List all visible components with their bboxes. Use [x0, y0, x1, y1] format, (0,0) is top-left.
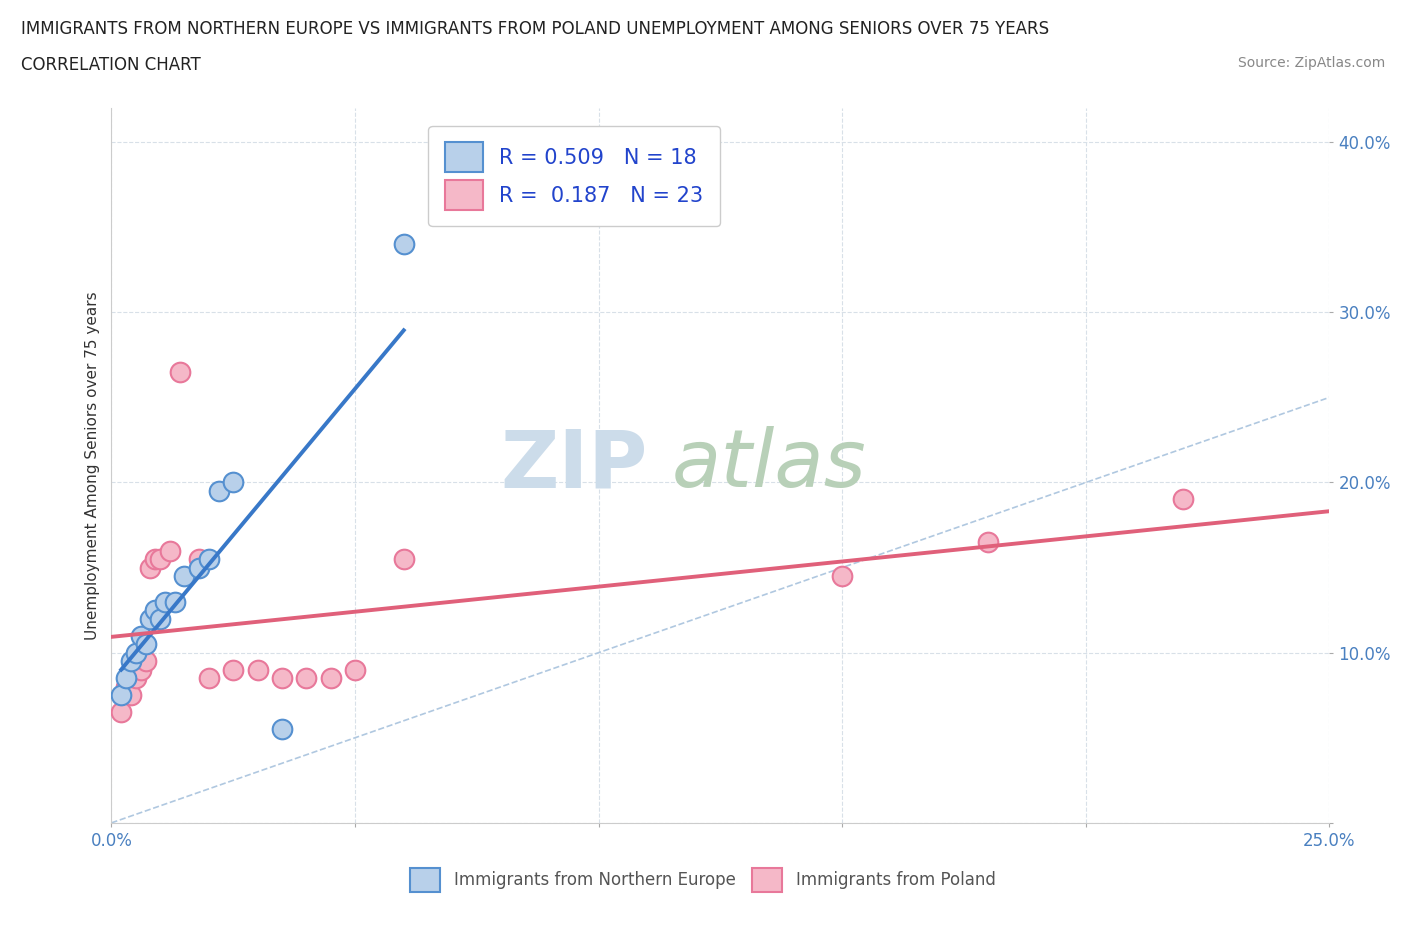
Text: CORRELATION CHART: CORRELATION CHART	[21, 56, 201, 73]
Point	[198, 551, 221, 566]
Point	[125, 671, 148, 685]
Point	[125, 645, 148, 660]
Point	[831, 568, 853, 583]
Point	[134, 637, 156, 652]
Point	[149, 551, 172, 566]
Point	[207, 484, 229, 498]
Point	[110, 688, 132, 703]
Point	[143, 551, 166, 566]
Point	[120, 688, 142, 703]
Point	[198, 671, 221, 685]
Point	[319, 671, 342, 685]
Point	[120, 654, 142, 669]
Point	[149, 611, 172, 626]
Point	[129, 628, 152, 643]
Point	[392, 237, 415, 252]
Point	[159, 543, 181, 558]
Point	[134, 654, 156, 669]
Point	[139, 560, 162, 575]
Point	[163, 594, 186, 609]
Point	[222, 662, 245, 677]
Point	[139, 611, 162, 626]
Point	[977, 535, 1000, 550]
Point	[1173, 492, 1195, 507]
Point	[115, 671, 138, 685]
Point	[188, 551, 211, 566]
Point	[153, 594, 176, 609]
Point	[392, 551, 415, 566]
Point	[246, 662, 269, 677]
Point	[173, 568, 195, 583]
Legend: R = 0.509   N = 18, R =  0.187   N = 23: R = 0.509 N = 18, R = 0.187 N = 23	[429, 126, 720, 226]
Point	[222, 475, 245, 490]
Text: IMMIGRANTS FROM NORTHERN EUROPE VS IMMIGRANTS FROM POLAND UNEMPLOYMENT AMONG SEN: IMMIGRANTS FROM NORTHERN EUROPE VS IMMIG…	[21, 20, 1049, 38]
Point	[271, 722, 294, 737]
Point	[129, 662, 152, 677]
Point	[295, 671, 318, 685]
Point	[188, 560, 211, 575]
Point	[169, 365, 191, 379]
Text: ZIP: ZIP	[501, 427, 647, 504]
Text: Source: ZipAtlas.com: Source: ZipAtlas.com	[1237, 56, 1385, 70]
Point	[344, 662, 367, 677]
Legend: Immigrants from Northern Europe, Immigrants from Poland: Immigrants from Northern Europe, Immigra…	[404, 861, 1002, 898]
Text: atlas: atlas	[672, 427, 866, 504]
Y-axis label: Unemployment Among Seniors over 75 years: Unemployment Among Seniors over 75 years	[86, 291, 100, 640]
Point	[110, 705, 132, 720]
Point	[115, 679, 138, 694]
Point	[143, 603, 166, 618]
Point	[271, 671, 294, 685]
